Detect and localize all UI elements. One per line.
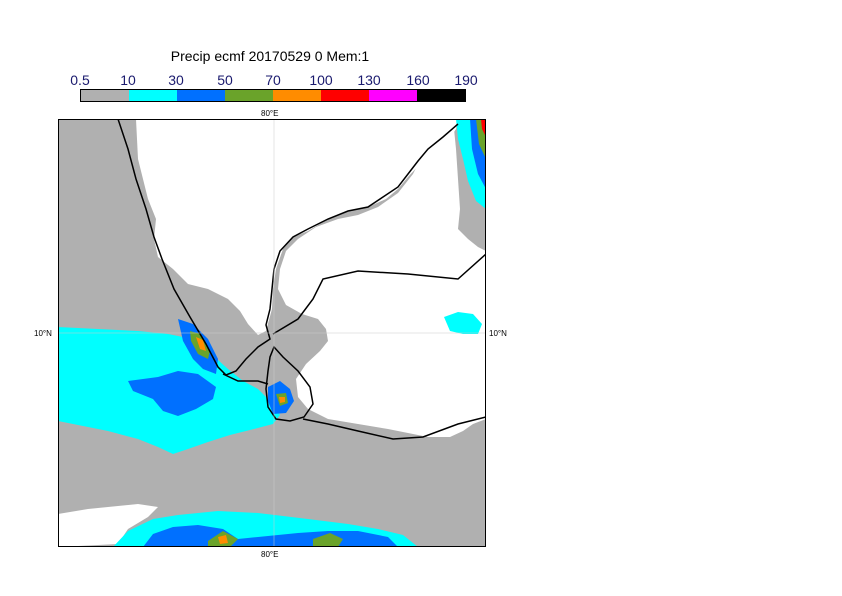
legend-tick: 0.5	[70, 72, 90, 88]
legend-tick: 30	[168, 72, 184, 88]
legend-swatch	[369, 90, 417, 101]
lon-label-top: 80°E	[261, 109, 279, 118]
eez-boundary	[222, 253, 486, 440]
color-legend-bar	[80, 89, 466, 102]
legend-swatch	[273, 90, 321, 101]
dry-area-north	[136, 119, 458, 335]
map-frame	[58, 119, 486, 547]
precip-map	[58, 119, 486, 547]
legend-swatch	[321, 90, 369, 101]
lon-label-bottom: 80°E	[261, 550, 279, 559]
precip-core-green-south-2	[313, 533, 343, 547]
legend-tick: 70	[265, 72, 281, 88]
dry-area-east	[278, 119, 486, 437]
india-coastline	[117, 119, 459, 376]
precip-core-orange-south	[218, 535, 228, 544]
precip-band-cyan-east	[444, 312, 482, 334]
chart-title: Precip ecmf 20170529 0 Mem:1	[170, 48, 370, 64]
legend-tick-labels: 0.5 10 30 50 70 100 130 160 190	[70, 72, 477, 88]
precip-core-orange	[196, 337, 206, 351]
legend-swatch	[417, 90, 465, 101]
legend-tick: 50	[217, 72, 233, 88]
legend-tick: 130	[357, 72, 381, 88]
precip-core-red-ne	[481, 119, 486, 137]
precip-core-orange-lanka	[279, 397, 285, 403]
legend-tick: 10	[120, 72, 136, 88]
sri-lanka-coastline	[265, 345, 314, 422]
lat-label-left: 10°N	[34, 329, 52, 338]
legend-swatch	[129, 90, 177, 101]
legend-tick: 160	[406, 72, 430, 88]
precip-band-blue	[128, 371, 216, 416]
legend-swatch	[81, 90, 129, 101]
dry-area-south	[58, 504, 158, 547]
legend-swatch	[177, 90, 225, 101]
legend-tick: 100	[309, 72, 333, 88]
lat-label-right: 10°N	[489, 329, 507, 338]
legend-swatch	[225, 90, 273, 101]
legend-tick: 190	[454, 72, 478, 88]
